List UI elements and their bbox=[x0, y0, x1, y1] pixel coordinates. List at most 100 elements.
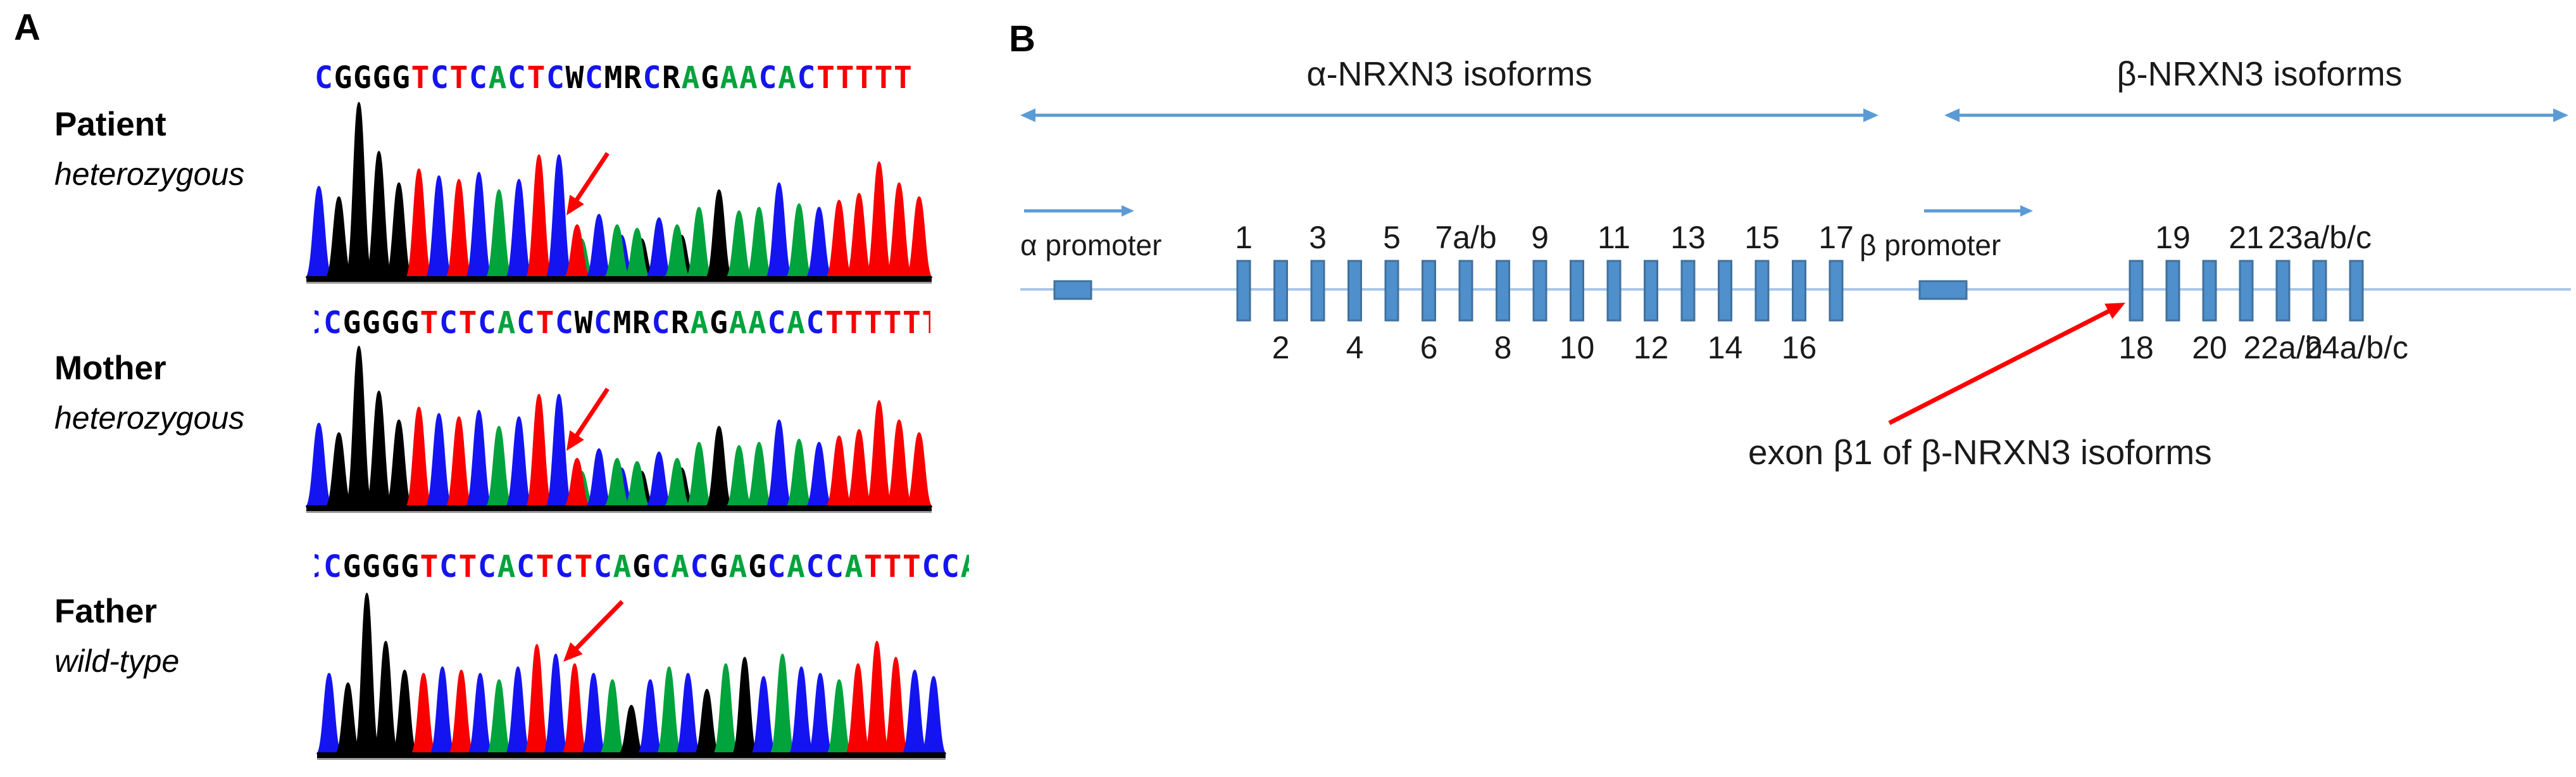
alpha-exon-label-10: 10 bbox=[1559, 330, 1595, 365]
panel-a-label: A bbox=[14, 7, 41, 48]
alpha-isoforms-label: α-NRXN3 isoforms bbox=[1306, 55, 1592, 93]
peak-A bbox=[599, 679, 626, 754]
peak-C bbox=[542, 654, 569, 754]
alpha-exon-box-9 bbox=[1532, 260, 1547, 322]
peak-C bbox=[805, 206, 833, 278]
alpha-exon-label-4: 4 bbox=[1346, 330, 1364, 365]
beta-exon-box-23abc bbox=[2312, 260, 2327, 322]
exon-b1-annotation: exon β1 of β-NRXN3 isoforms bbox=[1748, 433, 2212, 472]
peak-C bbox=[807, 673, 834, 754]
peak-T bbox=[885, 182, 913, 278]
beta1-annotation-arrow-line bbox=[1888, 306, 2115, 426]
peak-A bbox=[785, 203, 813, 278]
peak-G bbox=[325, 432, 353, 507]
trace-baseline bbox=[306, 505, 932, 511]
peak-C bbox=[316, 673, 342, 754]
chromatogram-trace-father bbox=[316, 592, 947, 760]
peak-T bbox=[448, 669, 475, 754]
peak-G bbox=[345, 101, 373, 278]
peak-C bbox=[425, 175, 453, 278]
alpha-exon-box-14 bbox=[1718, 260, 1732, 322]
alpha-promoter-arrow-head bbox=[1122, 205, 1134, 217]
alpha-exon-label-6: 6 bbox=[1420, 330, 1438, 365]
peak-T bbox=[825, 199, 853, 278]
alpha-exon-label-15: 15 bbox=[1744, 220, 1780, 255]
peak-C bbox=[425, 413, 453, 507]
peak-C bbox=[637, 679, 664, 754]
beta-isoform-arrow-head bbox=[2553, 108, 2568, 122]
peak-A bbox=[745, 206, 773, 278]
beta-promoter-box bbox=[1918, 280, 1968, 300]
peak-A bbox=[785, 438, 813, 507]
peak-T bbox=[405, 407, 433, 507]
peak-C bbox=[788, 666, 815, 754]
beta-exon-box-19 bbox=[2165, 260, 2180, 322]
peak-A bbox=[603, 224, 631, 278]
peak-A bbox=[623, 227, 651, 278]
chromatogram-trace-patient bbox=[304, 101, 934, 284]
peak-T bbox=[523, 643, 550, 754]
alpha-exon-label-5: 5 bbox=[1383, 220, 1401, 255]
alpha-promoter-label: α promoter bbox=[1020, 229, 1162, 262]
alpha-exon-box-7ab bbox=[1458, 260, 1473, 322]
peak-A bbox=[713, 663, 739, 754]
alpha-exon-box-5 bbox=[1384, 260, 1399, 322]
sample-zygosity-patient: heterozygous bbox=[54, 156, 245, 192]
alpha-exon-box-6 bbox=[1422, 260, 1436, 322]
peak-A bbox=[745, 441, 773, 507]
variant-arrow-head bbox=[566, 430, 584, 451]
alpha-exon-box-4 bbox=[1347, 260, 1362, 322]
alpha-exon-label-17: 17 bbox=[1818, 220, 1854, 255]
alpha-exon-label-14: 14 bbox=[1707, 330, 1743, 365]
peak-G bbox=[618, 705, 644, 754]
peak-C bbox=[675, 673, 701, 754]
alpha-exon-box-15 bbox=[1754, 260, 1770, 322]
peak-T bbox=[445, 416, 473, 507]
peak-T bbox=[905, 432, 934, 507]
alpha-exon-label-12: 12 bbox=[1633, 330, 1669, 365]
gene-structure-diagram bbox=[1020, 108, 2571, 426]
peak-T bbox=[865, 400, 893, 507]
peak-T bbox=[525, 154, 553, 278]
peak-G bbox=[385, 419, 413, 507]
alpha-exon-label-11: 11 bbox=[1597, 220, 1630, 255]
beta-promoter-arrow-head bbox=[2020, 205, 2033, 217]
peak-C bbox=[429, 666, 456, 754]
peak-C bbox=[580, 673, 607, 754]
beta1-annotation-arrow-head bbox=[2104, 303, 2125, 319]
peak-T bbox=[845, 429, 873, 507]
alpha-exon-label-1: 1 bbox=[1235, 220, 1253, 255]
alpha-exon-box-13 bbox=[1680, 260, 1696, 322]
peak-C bbox=[545, 154, 573, 278]
beta-exon-label-23abc: 23a/b/c bbox=[2267, 220, 2372, 255]
peak-C bbox=[304, 422, 333, 507]
peak-G bbox=[731, 657, 758, 754]
beta-exon-box-18 bbox=[2129, 260, 2144, 322]
peak-C bbox=[901, 669, 928, 754]
alpha-exon-label-7ab: 7a/b bbox=[1435, 220, 1497, 255]
sequence-text-father: CCGGGGTCTCACTCTCAGCACGAGCACCATTTCCA bbox=[315, 549, 969, 584]
trace-baseline bbox=[317, 752, 946, 758]
peak-C bbox=[465, 172, 493, 278]
beta-exon-label-18: 18 bbox=[2118, 330, 2154, 365]
peak-G bbox=[391, 669, 418, 754]
beta-exon-box-22ab bbox=[2275, 260, 2291, 322]
peak-T bbox=[885, 419, 913, 507]
trace-baseline-shadow bbox=[306, 511, 932, 513]
alpha-exon-box-17 bbox=[1829, 260, 1844, 322]
sequence-text-patient: CGGGGTCTCACTCWCMRCRAGAACACTTTTT bbox=[315, 60, 913, 96]
peak-T bbox=[445, 179, 473, 278]
beta-exon-label-21: 21 bbox=[2229, 220, 2264, 255]
peak-T bbox=[561, 663, 588, 754]
sample-name-patient: Patient bbox=[54, 106, 166, 143]
peak-C bbox=[465, 410, 493, 507]
peak-T bbox=[525, 393, 553, 507]
peak-C bbox=[505, 416, 533, 507]
alpha-promoter-box bbox=[1053, 280, 1092, 300]
beta-exon-box-24abc bbox=[2349, 260, 2364, 322]
peak-A bbox=[485, 426, 513, 507]
trace-baseline-shadow bbox=[306, 282, 932, 284]
peak-A bbox=[826, 679, 853, 754]
peak-A bbox=[623, 461, 651, 507]
peak-C bbox=[467, 673, 494, 754]
